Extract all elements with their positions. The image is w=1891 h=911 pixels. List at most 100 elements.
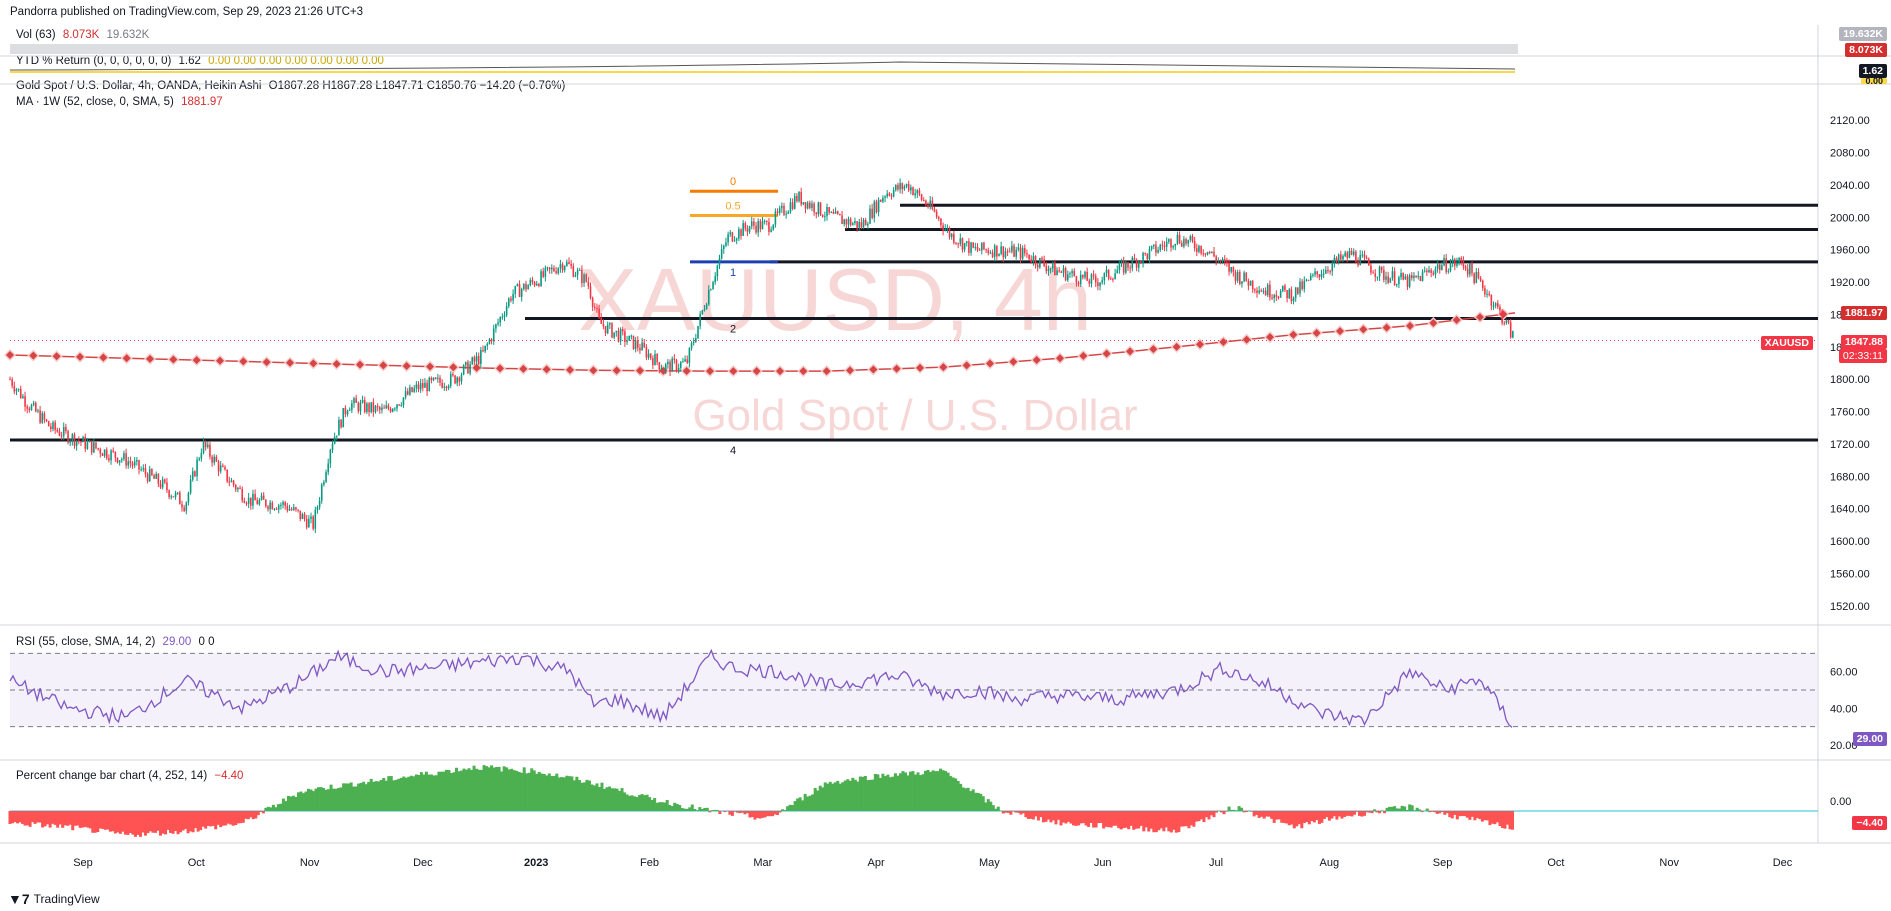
candle-body <box>961 238 964 250</box>
candle-body <box>484 345 486 352</box>
pct-bar <box>613 788 617 811</box>
pct-bar <box>1325 811 1329 818</box>
pct-bar <box>384 780 388 811</box>
time-tick-label: Feb <box>640 857 659 869</box>
pct-bar <box>974 792 978 811</box>
candle-body <box>400 405 403 407</box>
candle-body <box>389 408 392 412</box>
candle-body <box>985 249 987 251</box>
pct-bar <box>1021 811 1025 814</box>
ma-marker <box>122 354 131 363</box>
candle-body <box>1481 280 1484 289</box>
candle-body <box>136 460 138 462</box>
pct-bar <box>1046 811 1050 820</box>
pct-bar <box>138 811 142 837</box>
candle-body <box>406 391 409 395</box>
candle-body <box>404 391 407 398</box>
pct-bar <box>808 795 812 811</box>
candle-body <box>806 202 809 209</box>
candle-body <box>24 396 26 407</box>
candle-body <box>860 222 863 228</box>
pct-bar <box>680 808 684 811</box>
pct-bar <box>1127 811 1131 830</box>
pct-bar <box>239 811 243 824</box>
pct-bar <box>1207 811 1211 820</box>
rsi-tick-label: 20.00 <box>1830 740 1858 752</box>
pct-bar <box>1049 811 1053 823</box>
candle-body <box>834 211 837 214</box>
pct-bar <box>342 783 346 811</box>
candle-body <box>561 264 564 271</box>
pct-bar <box>1340 811 1344 819</box>
pct-bar <box>693 808 697 811</box>
candle-body <box>705 304 708 310</box>
candle-body <box>703 309 706 311</box>
pct-bar <box>414 774 418 811</box>
pct-bar <box>1134 811 1138 829</box>
candle-body <box>1213 251 1215 257</box>
pct-bar <box>103 811 107 830</box>
candle-body <box>443 386 446 388</box>
candle-body <box>503 315 506 317</box>
ma-marker <box>1406 321 1414 330</box>
candle-body <box>895 184 897 191</box>
pct-bar <box>434 775 438 811</box>
pct-bar <box>1295 811 1299 827</box>
candle-body <box>673 358 676 361</box>
pct-bar <box>1285 811 1289 824</box>
pct-bar <box>853 779 857 811</box>
candle-body <box>1271 297 1273 299</box>
pct-bar <box>1152 811 1156 833</box>
ma-marker <box>1266 333 1274 342</box>
candle-body <box>1256 290 1258 293</box>
pct-bar <box>801 800 805 811</box>
ma-marker <box>1196 340 1204 349</box>
candle-body <box>1017 247 1020 250</box>
pct-bar <box>106 811 110 830</box>
chart-canvas[interactable]: XAUUSD, 4h Gold Spot / U.S. Dollar 0 0.5 1… <box>0 0 1891 880</box>
candle-body <box>959 238 962 244</box>
pct-bar <box>1014 811 1018 813</box>
candle-body <box>219 465 222 472</box>
pct-bar <box>715 810 719 811</box>
pct-bar <box>858 776 862 811</box>
candle-body <box>785 213 787 215</box>
candle-body <box>1079 274 1082 285</box>
candle-body <box>101 453 104 456</box>
ma-marker <box>1289 330 1298 339</box>
candle-body <box>953 233 955 243</box>
ma-marker <box>962 361 971 370</box>
pct-bar <box>485 766 489 811</box>
candle-body <box>684 359 686 362</box>
candle-body <box>1011 245 1013 252</box>
candle-body <box>1254 289 1256 291</box>
candle-body <box>58 431 61 436</box>
candle-body <box>974 246 977 248</box>
candle-body <box>198 458 200 460</box>
candle-body <box>372 402 375 413</box>
pct-bar <box>1347 811 1351 816</box>
pct-bar <box>650 799 654 811</box>
pct-bar <box>610 788 614 811</box>
candle-body <box>333 436 336 444</box>
candle-body <box>1490 294 1493 306</box>
pct-bar <box>452 772 456 811</box>
pct-bar <box>730 811 734 816</box>
candle-body <box>1122 261 1125 273</box>
candle-body <box>252 493 254 506</box>
candle-body <box>1236 271 1239 281</box>
pct-bar <box>1232 809 1236 811</box>
pct-bar <box>562 777 566 811</box>
pct-bar <box>645 794 649 811</box>
candle-body <box>211 456 213 463</box>
footer[interactable]: ▼7 TradingView <box>8 891 100 907</box>
vol-label: Vol (63) <box>16 29 56 41</box>
candle-body <box>802 202 805 205</box>
pct-bar <box>1242 811 1246 813</box>
candle-body <box>514 285 517 294</box>
pct-bar <box>1074 811 1078 826</box>
candle-body <box>303 514 306 519</box>
pct-bar <box>946 772 950 811</box>
candle-body <box>1344 252 1346 257</box>
candle-body <box>1408 275 1411 287</box>
